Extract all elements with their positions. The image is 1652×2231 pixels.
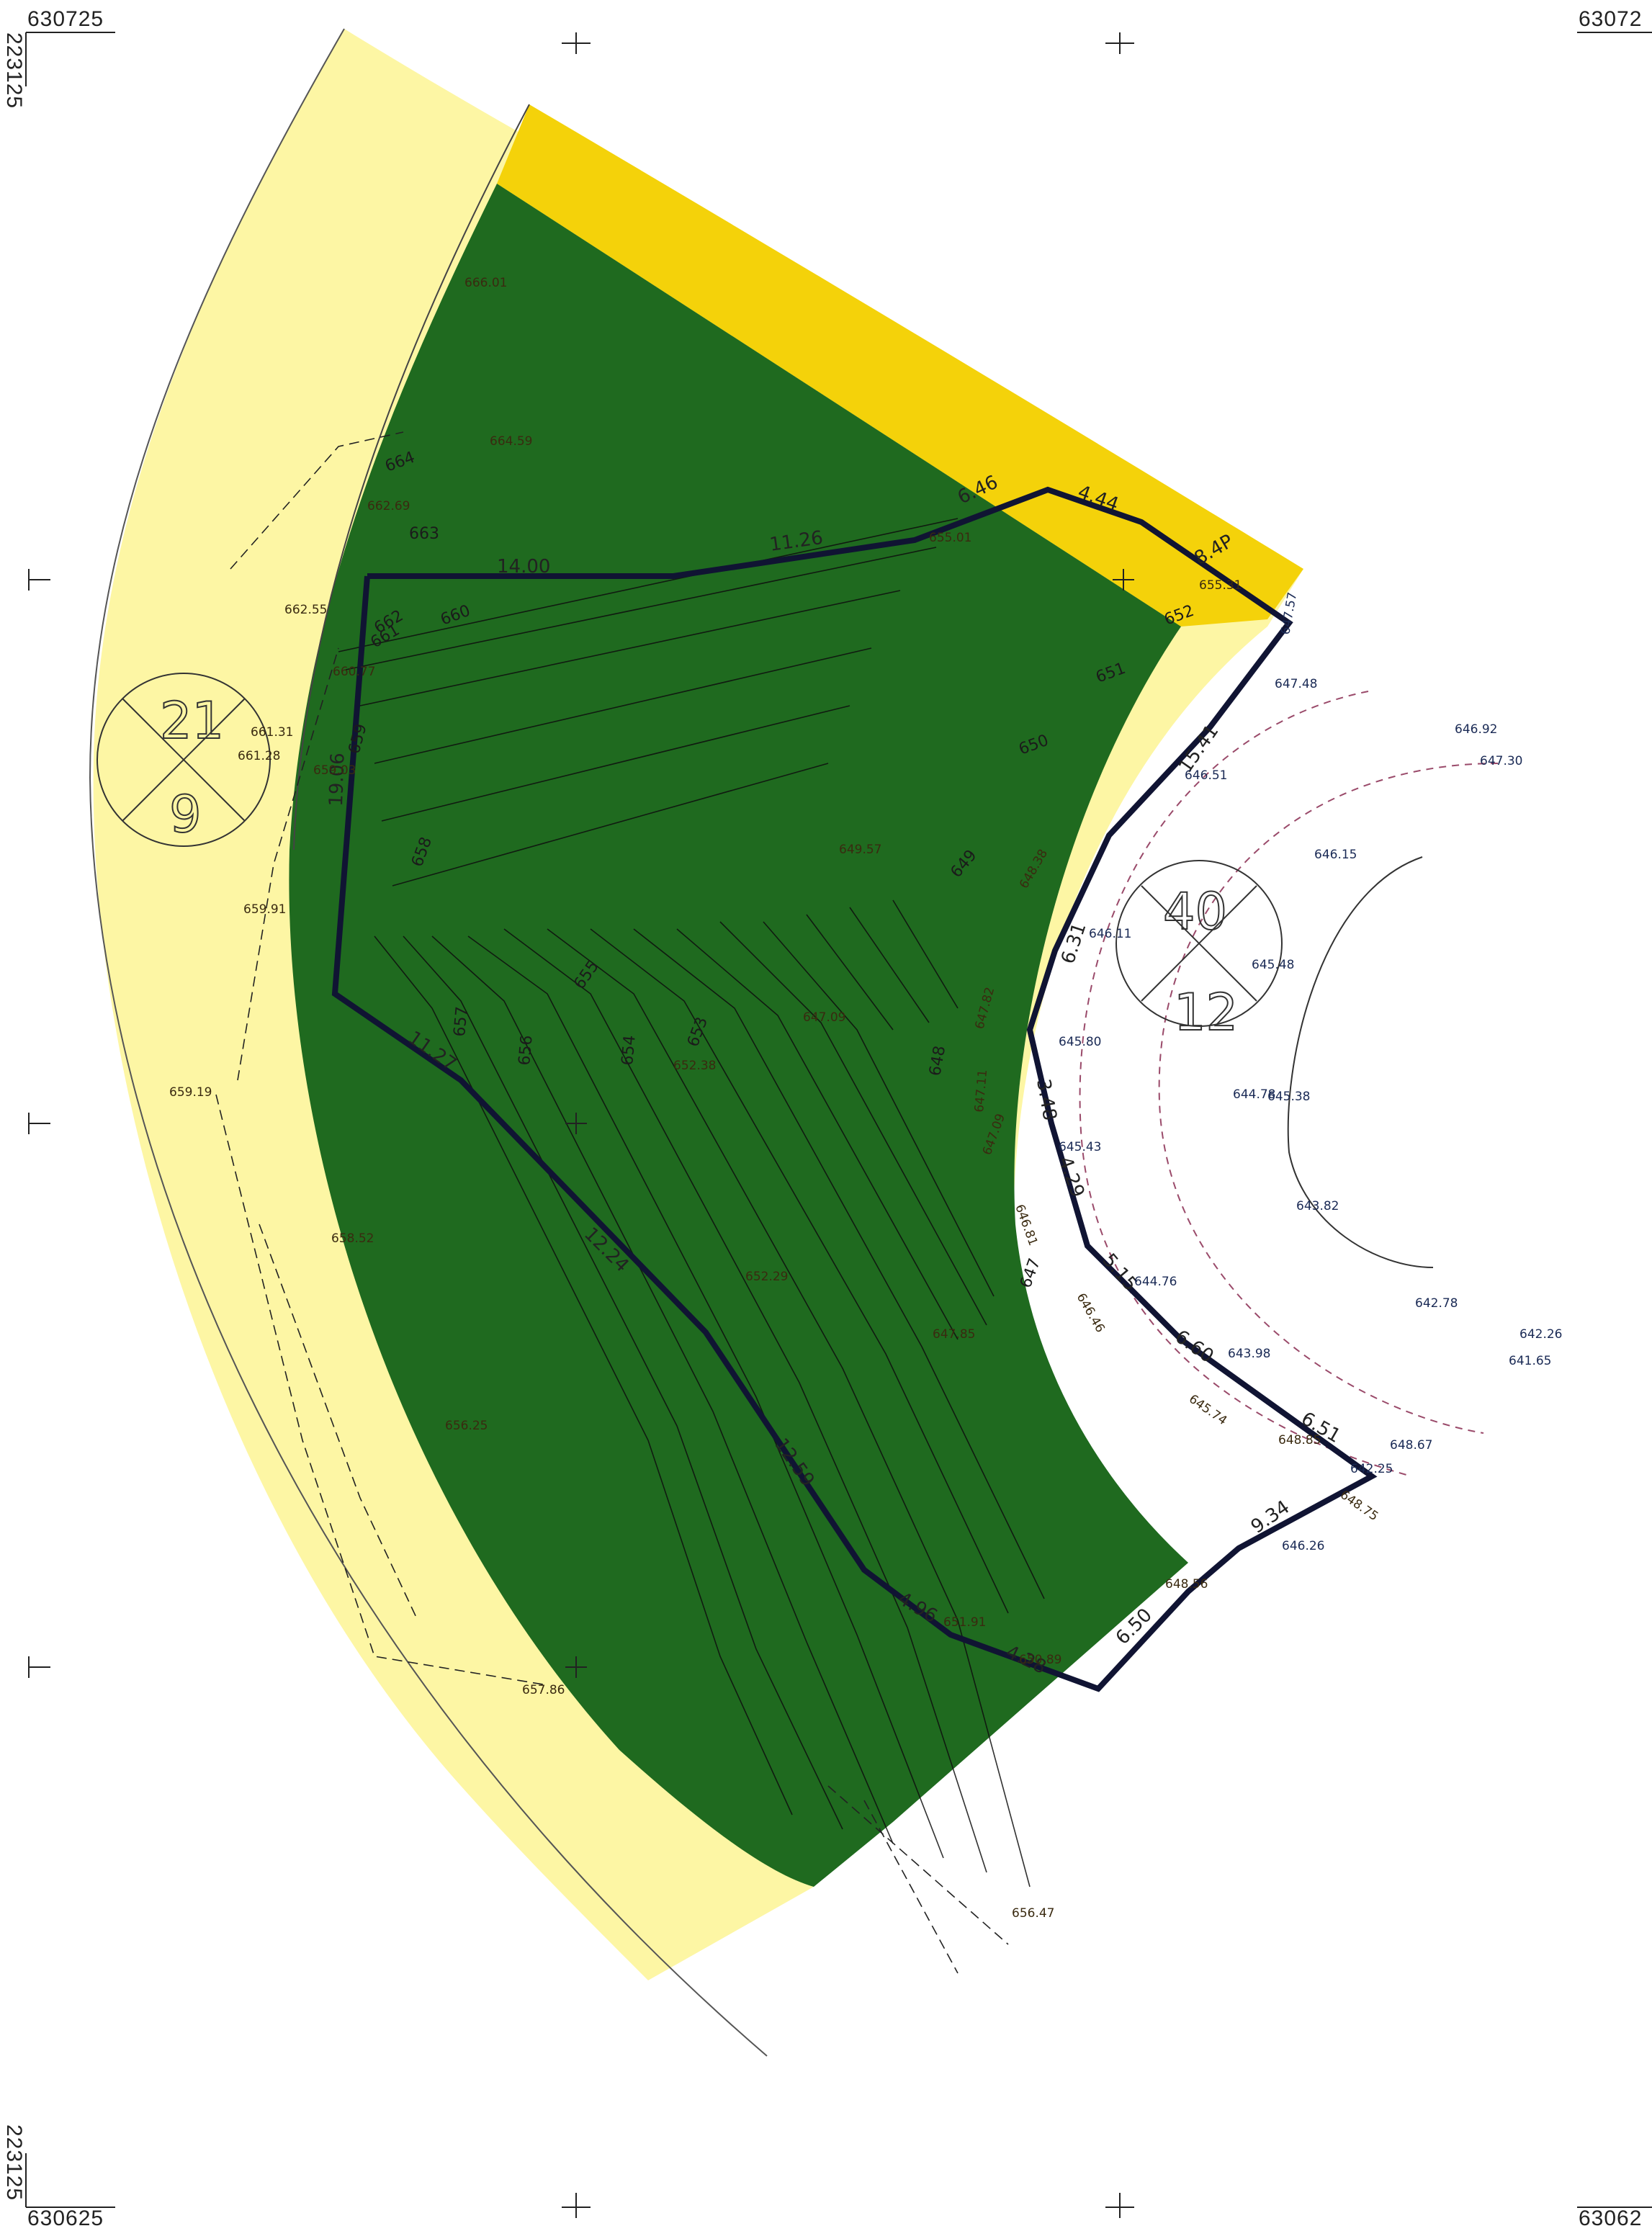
svg-text:647: 647 [1017, 1256, 1044, 1290]
grid-y-top-left: 223125 [2, 32, 26, 109]
svg-text:658.52: 658.52 [331, 1231, 374, 1246]
contour-lines [338, 518, 1045, 1887]
corner-lines [25, 32, 1652, 2208]
grid-x-top-left: 630725 [27, 7, 104, 31]
svg-text:645.43: 645.43 [1059, 1140, 1101, 1154]
road-dash-arc-2 [1079, 691, 1412, 1477]
svg-text:654: 654 [619, 1035, 639, 1067]
outer-arc [89, 28, 768, 2057]
svg-text:648.85: 648.85 [1278, 1433, 1321, 1447]
svg-text:661.31: 661.31 [251, 725, 293, 740]
svg-text:656.47: 656.47 [1012, 1906, 1054, 1921]
svg-text:641.65: 641.65 [1509, 1354, 1551, 1368]
svg-text:649.57: 649.57 [839, 843, 881, 857]
parcel-40: 40 [1163, 882, 1227, 941]
svg-text:659.03: 659.03 [313, 763, 356, 778]
svg-text:655.01: 655.01 [929, 531, 971, 545]
svg-text:647.48: 647.48 [1275, 677, 1317, 691]
road-dash-arc [1158, 763, 1499, 1434]
inner-zone [289, 184, 1188, 1887]
svg-text:647.85: 647.85 [933, 1327, 975, 1342]
svg-text:657.86: 657.86 [522, 1683, 565, 1697]
svg-text:651.91: 651.91 [943, 1615, 986, 1630]
property-boundary [331, 486, 1378, 1692]
grid-x-bottom-right: 63062 [1579, 2207, 1643, 2230]
svg-text:646.46: 646.46 [1074, 1291, 1108, 1336]
svg-text:3.48: 3.48 [1032, 1077, 1061, 1122]
svg-text:644.76: 644.76 [1134, 1275, 1177, 1289]
svg-text:646.92: 646.92 [1455, 722, 1497, 737]
svg-text:660.77: 660.77 [333, 665, 375, 679]
highlight-zone [497, 104, 1303, 627]
svg-text:646.11: 646.11 [1089, 927, 1131, 941]
svg-text:655.31: 655.31 [1199, 578, 1242, 593]
svg-text:647.30: 647.30 [1480, 754, 1522, 768]
svg-text:646.51: 646.51 [1185, 768, 1227, 783]
svg-text:648.67: 648.67 [1390, 1438, 1432, 1453]
parcel-marker-21-9 [96, 673, 271, 847]
svg-text:642.25: 642.25 [1350, 1462, 1393, 1476]
svg-text:647.09: 647.09 [803, 1010, 845, 1025]
grid-ticks [28, 32, 1134, 2218]
parcel-9: 9 [169, 785, 202, 844]
svg-text:650.89: 650.89 [1019, 1653, 1061, 1667]
svg-text:645.80: 645.80 [1059, 1035, 1101, 1049]
svg-text:643.82: 643.82 [1296, 1199, 1339, 1213]
svg-text:659.19: 659.19 [169, 1085, 212, 1100]
svg-text:656: 656 [516, 1035, 537, 1067]
parcel-marker-40-12 [1115, 860, 1283, 1027]
svg-text:661.28: 661.28 [238, 749, 280, 763]
svg-text:663: 663 [409, 525, 439, 543]
svg-text:666.01: 666.01 [464, 276, 507, 290]
svg-text:657: 657 [451, 1006, 472, 1038]
svg-text:652.38: 652.38 [673, 1059, 716, 1073]
svg-text:662.55: 662.55 [284, 603, 327, 617]
svg-text:646.26: 646.26 [1282, 1539, 1324, 1553]
dashed-lines [215, 431, 1009, 1974]
svg-text:643.98: 643.98 [1228, 1347, 1270, 1361]
grid-x-bottom-left: 630625 [27, 2207, 104, 2230]
parcel-21: 21 [160, 691, 224, 750]
svg-text:14.00: 14.00 [497, 556, 550, 578]
svg-text:19.06: 19.06 [326, 753, 349, 807]
svg-text:4.29: 4.29 [1054, 1154, 1088, 1200]
grid-y-bottom-left: 223125 [2, 2124, 26, 2201]
svg-text:644.78: 644.78 [1233, 1087, 1275, 1102]
inner-arc [293, 104, 530, 850]
grid-x-top-right: 63072 [1579, 7, 1643, 31]
road-arc [1287, 856, 1434, 1268]
svg-text:656.25: 656.25 [445, 1419, 488, 1433]
svg-text:645.38: 645.38 [1267, 1090, 1310, 1104]
svg-text:648.56: 648.56 [1165, 1577, 1208, 1592]
svg-text:648.75: 648.75 [1337, 1488, 1381, 1525]
svg-text:642.26: 642.26 [1519, 1327, 1562, 1342]
svg-text:652.29: 652.29 [745, 1270, 788, 1284]
svg-text:646.15: 646.15 [1314, 848, 1357, 862]
svg-text:645.74: 645.74 [1186, 1392, 1229, 1429]
svg-text:645.48: 645.48 [1252, 958, 1294, 972]
svg-text:664.59: 664.59 [490, 434, 532, 449]
parcel-12: 12 [1174, 983, 1238, 1042]
svg-text:662.69: 662.69 [367, 499, 410, 513]
svg-text:642.78: 642.78 [1415, 1296, 1458, 1311]
svg-text:659.91: 659.91 [243, 902, 286, 917]
